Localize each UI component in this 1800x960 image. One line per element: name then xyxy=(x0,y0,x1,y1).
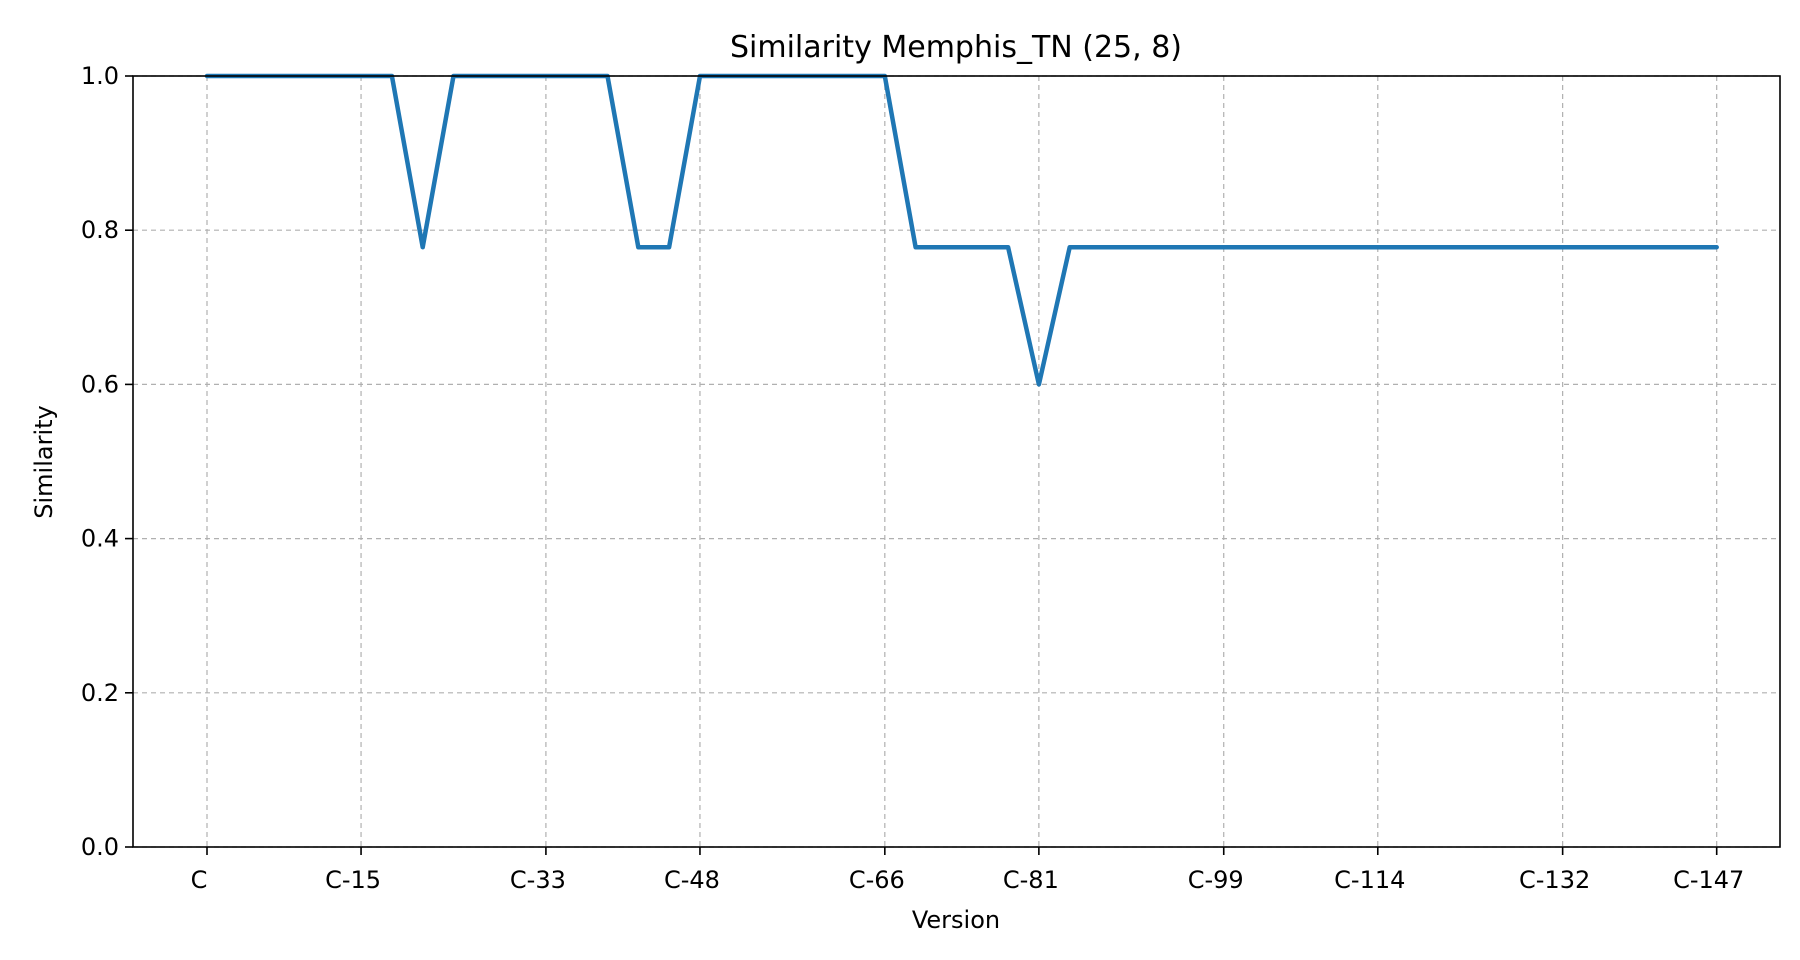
y-axis-label: Similarity xyxy=(30,405,58,518)
similarity-series-line xyxy=(204,73,1719,387)
y-tick-label: 0.4 xyxy=(81,525,119,553)
x-tick-label: C-81 xyxy=(1003,866,1059,894)
x-tick-label: C-48 xyxy=(664,866,720,894)
y-tick-label: 0.2 xyxy=(81,679,119,707)
x-tick-label: C-99 xyxy=(1188,866,1244,894)
x-tick-label: C-33 xyxy=(510,866,566,894)
y-tick-label: 0.6 xyxy=(81,370,119,398)
x-tick-label: C-15 xyxy=(325,866,381,894)
y-tick-label: 0.8 xyxy=(81,216,119,244)
x-tick-label: C-114 xyxy=(1334,866,1405,894)
plot-frame xyxy=(132,75,1781,848)
x-axis-label: Version xyxy=(912,906,1000,934)
y-tick-label: 1.0 xyxy=(81,62,119,90)
x-tick-label: C-66 xyxy=(849,866,905,894)
y-tick-label: 0.0 xyxy=(81,833,119,861)
x-tick-label: C-132 xyxy=(1519,866,1590,894)
x-tick-label: C-147 xyxy=(1673,866,1744,894)
series-layer xyxy=(204,73,1719,387)
grid-lines xyxy=(133,75,1780,848)
x-tick-label: C xyxy=(191,866,208,894)
chart-title: Similarity Memphis_TN (25, 8) xyxy=(730,30,1182,65)
axis-ticks: 0.0 0.2 0.4 0.6 0.8 1.0 C C-15 C-33 C-48 C-66 C-81 C… xyxy=(81,62,1744,894)
